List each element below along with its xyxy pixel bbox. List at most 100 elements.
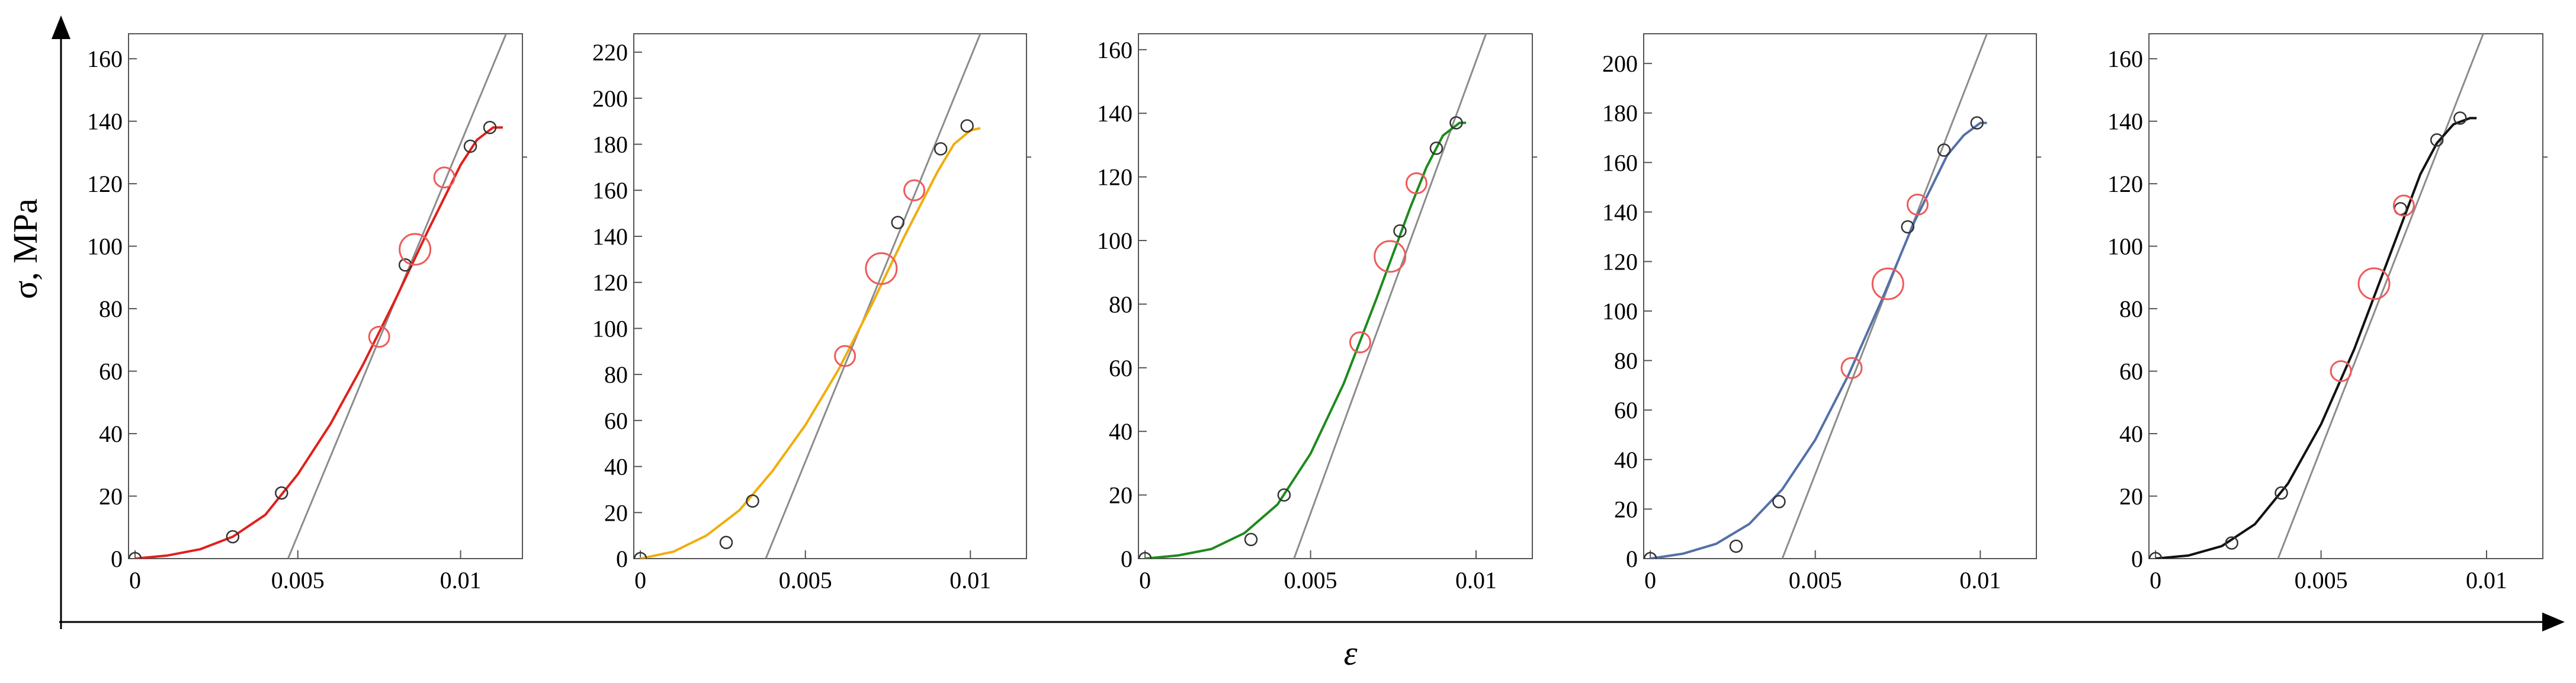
y-tick-label: 100	[2107, 233, 2143, 260]
tangent-line	[2277, 34, 2484, 559]
y-tick-label: 100	[87, 233, 123, 260]
y-tick-label: 40	[99, 421, 123, 447]
data-point-small	[933, 142, 948, 156]
x-tick-label: 0.01	[440, 567, 482, 594]
y-tick-label: 100	[1602, 298, 1638, 325]
data-point-small	[463, 139, 477, 153]
chart-panel-4: 0 20 40 60 80 100 120 140 160 180 200 0 0.005 0.01	[1602, 33, 2041, 594]
plot-frame	[128, 33, 523, 559]
plot-area	[129, 34, 507, 559]
y-tick-label: 220	[592, 39, 628, 66]
data-point-small	[1244, 533, 1258, 547]
y-axis-arrowhead	[52, 15, 70, 39]
y-tick-label: 20	[604, 499, 628, 526]
data-point-small	[1393, 224, 1407, 238]
data-point-small	[1138, 551, 1152, 559]
data-point-large	[2357, 267, 2391, 300]
plot-frame	[1643, 33, 2037, 559]
y-tick-label: 200	[1602, 50, 1638, 77]
data-point-large	[2330, 360, 2352, 383]
y-tick-label: 160	[1097, 37, 1133, 63]
data-point-small	[1901, 220, 1914, 234]
x-tick-label: 0.005	[1789, 567, 1842, 594]
x-axis-title: ε	[1344, 634, 1358, 672]
y-tick-label: 120	[2107, 171, 2143, 197]
x-tick-label: 0.005	[271, 567, 325, 594]
y-tick-label: 140	[592, 223, 628, 250]
y-tick-label: 100	[1097, 227, 1133, 254]
data-point-small	[1449, 116, 1463, 130]
tangent-line	[1293, 34, 1487, 559]
y-tick-label: 80	[604, 361, 628, 388]
data-point-large	[1840, 357, 1863, 379]
x-tick-label: 0	[129, 567, 141, 594]
y-tick-label: 140	[1097, 100, 1133, 127]
stress-strain-curve	[134, 126, 503, 559]
stress-strain-curve	[640, 127, 981, 559]
y-tick-label: 20	[2119, 483, 2143, 510]
y-tick-label: 160	[1602, 149, 1638, 176]
panels: 0 20 40 60 80 100 120 140 160 0 0.005 0.01 0 20 40 60 80…	[87, 33, 2548, 594]
data-point-large	[1405, 172, 1427, 194]
plot-area	[2149, 34, 2484, 559]
data-point-large	[368, 326, 390, 348]
y-tick-label: 20	[1109, 482, 1133, 509]
data-point-small	[1644, 551, 1657, 559]
data-point-large	[834, 345, 856, 367]
x-tick-label: 0	[1139, 567, 1151, 594]
y-tick-label: 0	[111, 546, 123, 572]
x-tick-label: 0.005	[1284, 567, 1337, 594]
y-tick-label: 0	[1121, 546, 1133, 572]
data-point-small	[2453, 111, 2467, 125]
data-point-large	[1374, 240, 1407, 273]
y-tick-label: 40	[1109, 418, 1133, 445]
y-tick-label: 20	[99, 483, 123, 510]
plot-area	[1138, 34, 1487, 559]
data-point-large	[399, 233, 432, 266]
data-point-small	[719, 536, 733, 550]
chart-panel-3: 0 20 40 60 80 100 120 140 160 0 0.005 0.01	[1097, 33, 1537, 594]
x-tick-label: 0.01	[949, 567, 991, 594]
data-point-small	[275, 486, 288, 500]
y-tick-label: 80	[1109, 291, 1133, 318]
plot-frame	[2148, 33, 2543, 559]
data-point-small	[2275, 486, 2288, 500]
data-point-small	[1772, 495, 1786, 509]
y-tick-label: 0	[1626, 546, 1638, 572]
y-tick-label: 0	[2131, 546, 2143, 572]
data-point-small	[891, 216, 904, 229]
x-tick-label: 0	[634, 567, 646, 594]
data-point-small	[2149, 551, 2163, 559]
data-point-large	[1349, 331, 1371, 354]
chart-panel-1: 0 20 40 60 80 100 120 140 160 0 0.005 0.01	[87, 33, 527, 594]
x-tick-label: 0.005	[779, 567, 832, 594]
x-tick-label: 0.01	[2466, 567, 2507, 594]
y-tick-label: 80	[2119, 296, 2143, 322]
y-tick-label: 20	[1614, 496, 1638, 522]
y-tick-label: 160	[2107, 46, 2143, 72]
y-tick-label: 160	[592, 177, 628, 204]
data-point-large	[1906, 193, 1929, 216]
plot-area	[634, 34, 981, 559]
plot-frame	[633, 33, 1027, 559]
chart-panel-2: 0 20 40 60 80 100 120 140 160 180 200 220 0 0.005 0.01	[592, 33, 1031, 594]
global-axes: ε σ, MPa	[6, 15, 2565, 672]
y-tick-label: 180	[592, 132, 628, 158]
data-point-small	[1937, 143, 1951, 157]
x-tick-label: 0.01	[1959, 567, 2001, 594]
y-tick-label: 40	[604, 454, 628, 480]
data-point-small	[1970, 116, 1984, 130]
stress-strain-curve	[2155, 117, 2477, 559]
data-point-large	[2392, 194, 2415, 217]
x-tick-label: 0.005	[2295, 567, 2348, 594]
data-point-small	[226, 530, 240, 544]
x-axis-arrowhead	[2542, 613, 2565, 631]
y-tick-label: 80	[99, 296, 123, 322]
y-tick-label: 60	[1109, 355, 1133, 381]
y-tick-label: 0	[616, 546, 628, 572]
x-tick-label: 0	[1644, 567, 1656, 594]
data-point-large	[903, 179, 926, 201]
data-point-large	[1871, 267, 1904, 300]
data-point-small	[1729, 539, 1743, 553]
